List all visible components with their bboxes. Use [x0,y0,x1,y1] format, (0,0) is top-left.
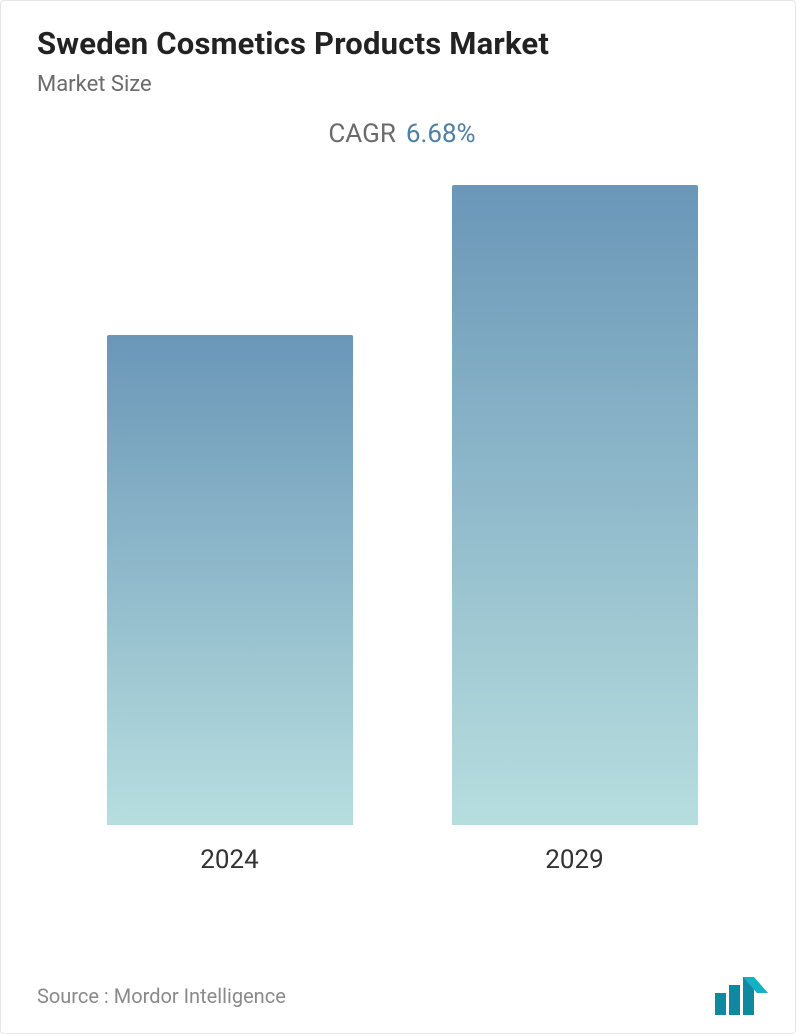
cagr-label: CAGR [328,119,395,149]
chart-subtitle: Market Size [37,72,767,97]
bar-wrap-2024 [57,185,402,825]
bar-wrap-2029 [402,185,747,825]
chart-footer: Source : Mordor Intelligence [37,977,775,1015]
x-axis-labels: 2024 2029 [37,845,767,875]
chart-title: Sweden Cosmetics Products Market [37,25,767,62]
bar-chart: 2024 2029 [37,185,767,885]
bar-2029 [452,185,698,825]
mordor-logo-icon [713,977,775,1015]
x-label-2029: 2029 [402,845,747,875]
bar-2024 [107,335,353,825]
cagr-value: 6.68% [406,119,476,149]
x-label-2024: 2024 [57,845,402,875]
bars-container [37,185,767,825]
chart-card: Sweden Cosmetics Products Market Market … [0,0,796,1034]
cagr-row: CAGR 6.68% [37,119,767,149]
source-text: Source : Mordor Intelligence [37,984,286,1008]
